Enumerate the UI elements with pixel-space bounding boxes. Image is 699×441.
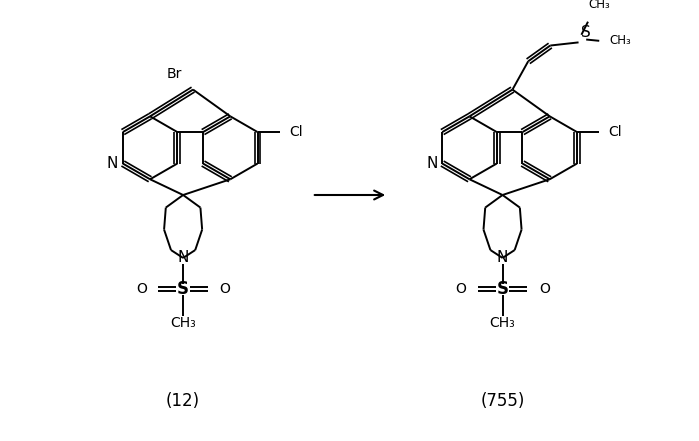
Text: N: N <box>497 250 508 265</box>
Text: S: S <box>177 280 189 299</box>
Text: (755): (755) <box>480 392 525 410</box>
Text: Cl: Cl <box>289 125 303 139</box>
Text: CH₃: CH₃ <box>588 0 610 11</box>
Text: Cl: Cl <box>609 125 622 139</box>
Text: O: O <box>539 282 549 296</box>
Text: O: O <box>136 282 147 296</box>
Text: S: S <box>582 25 591 40</box>
Text: N: N <box>426 156 438 171</box>
Text: N: N <box>107 156 118 171</box>
Text: CH₃: CH₃ <box>610 34 631 47</box>
Text: O: O <box>456 282 466 296</box>
Text: N: N <box>178 250 189 265</box>
Text: (12): (12) <box>166 392 200 410</box>
Text: Br: Br <box>166 67 182 81</box>
Text: CH₃: CH₃ <box>490 316 515 330</box>
Text: O: O <box>219 282 230 296</box>
Text: S: S <box>496 280 509 299</box>
Text: CH₃: CH₃ <box>171 316 196 330</box>
